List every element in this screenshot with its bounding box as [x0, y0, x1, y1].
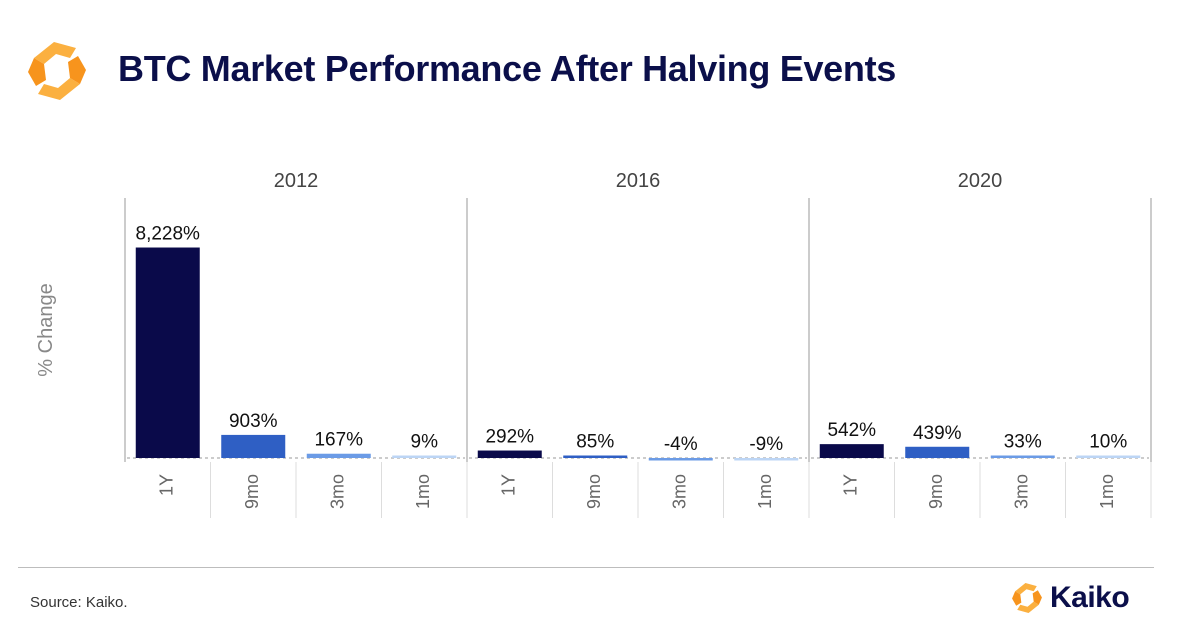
- bar-2012-3mo: [306, 453, 371, 458]
- brand-name: Kaiko: [1050, 581, 1130, 614]
- kaiko-logo-icon: [28, 42, 86, 100]
- data-label-2020-9mo: 439%: [913, 423, 962, 444]
- bar-2020-3mo: [990, 455, 1055, 458]
- data-label-2016-1y: 292%: [485, 427, 534, 448]
- facet-label-2020: 2020: [958, 170, 1003, 192]
- y-axis-label: % Change: [35, 283, 57, 376]
- facet-label-2012: 2012: [274, 170, 319, 192]
- data-label-2012-1mo: 9%: [411, 432, 439, 453]
- x-tick-label-2012-9mo: 9mo: [242, 474, 262, 509]
- x-tick-label-2020-1y: 1Y: [841, 474, 861, 496]
- data-label-2016-9mo: 85%: [576, 432, 614, 453]
- x-tick-label-2012-1y: 1Y: [157, 474, 177, 496]
- data-label-2020-1y: 542%: [827, 420, 876, 441]
- x-tick-label-2020-1mo: 1mo: [1097, 474, 1117, 509]
- bar-2020-9mo: [905, 446, 970, 458]
- x-tick-label-2020-9mo: 9mo: [926, 474, 946, 509]
- data-label-2020-3mo: 33%: [1004, 432, 1042, 453]
- data-label-2020-1mo: 10%: [1089, 432, 1127, 453]
- bar-2016-3mo: [648, 458, 713, 461]
- x-tick-label-2016-1y: 1Y: [499, 474, 519, 496]
- bar-chart: % Change 2012 8,228% 1Y 903% 9mo 167% 3mo 9% 1mo 2…: [35, 170, 1152, 518]
- x-tick-label-2016-3mo: 3mo: [670, 474, 690, 509]
- x-tick-label-2012-3mo: 3mo: [328, 474, 348, 509]
- data-label-2012-9mo: 903%: [229, 411, 278, 432]
- bar-2016-1y: [477, 450, 542, 458]
- data-label-2012-1y: 8,228%: [136, 224, 201, 245]
- data-label-2012-3mo: 167%: [314, 430, 363, 451]
- x-tick-label-2020-3mo: 3mo: [1012, 474, 1032, 509]
- bar-2012-9mo: [221, 434, 286, 458]
- source-note: Source: Kaiko.: [30, 594, 128, 611]
- bar-2020-1mo: [1076, 455, 1141, 458]
- x-tick-label-2012-1mo: 1mo: [413, 474, 433, 509]
- data-label-2016-3mo: -4%: [664, 434, 698, 455]
- bar-2020-1y: [819, 444, 884, 458]
- bar-2012-1y: [135, 247, 200, 458]
- footer-divider: [18, 567, 1154, 568]
- kaiko-mark-icon: [1012, 583, 1042, 613]
- bar-2012-1mo: [392, 455, 457, 458]
- facet-label-2016: 2016: [616, 170, 661, 192]
- x-tick-label-2016-9mo: 9mo: [584, 474, 604, 509]
- bar-2016-9mo: [563, 455, 628, 458]
- data-label-2016-1mo: -9%: [749, 434, 783, 455]
- x-tick-label-2016-1mo: 1mo: [755, 474, 775, 509]
- bar-2016-1mo: [734, 458, 799, 461]
- page-title: BTC Market Performance After Halving Eve…: [118, 48, 896, 89]
- brand-logo: Kaiko: [1010, 578, 1130, 618]
